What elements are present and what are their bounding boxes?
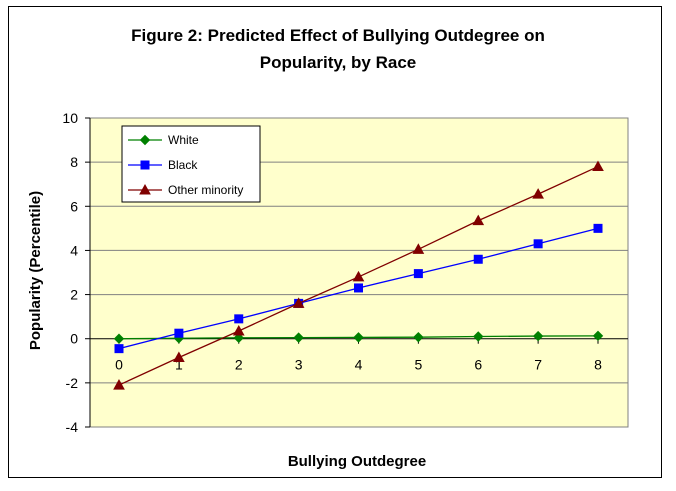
x-tick-label: 0	[115, 357, 123, 373]
tick-labels: -4 -2 0 2 4 6 8 10 0 1 2 3 4 5 6 7 8	[62, 110, 602, 435]
data-point	[353, 332, 364, 343]
data-point	[532, 330, 544, 342]
data-point	[234, 314, 244, 324]
y-tick-label: 10	[62, 110, 78, 126]
data-point	[174, 328, 184, 338]
y-tick-label: -4	[66, 419, 79, 435]
data-point	[472, 214, 485, 226]
y-axis-label: Popularity (Percentile)	[27, 191, 44, 350]
data-point	[412, 243, 425, 254]
legend-entry: Black	[168, 158, 198, 172]
y-tick-label: 6	[70, 198, 78, 214]
chart-title: Figure 2: Predicted Effect of Bullying O…	[0, 22, 676, 76]
legend-swatch-marker	[139, 183, 151, 195]
y-tick-label: -2	[66, 375, 79, 391]
data-point	[413, 269, 423, 279]
legend-swatch-marker	[139, 134, 151, 146]
chart-title-line-1: Figure 2: Predicted Effect of Bullying O…	[131, 26, 545, 45]
data-point	[592, 330, 604, 342]
x-tick-label: 8	[594, 357, 602, 373]
x-tick-label: 7	[534, 357, 542, 373]
legend-entry: Other minority	[168, 183, 243, 197]
y-tick-label: 8	[70, 154, 78, 170]
data-point	[532, 188, 544, 199]
x-tick-label: 4	[355, 357, 363, 373]
legend: White Black Other minority	[121, 125, 261, 203]
data-point	[592, 160, 604, 172]
data-point	[173, 351, 185, 362]
data-point	[113, 379, 125, 390]
data-point	[533, 239, 543, 249]
y-tick-label: 0	[70, 331, 78, 347]
data-point	[114, 344, 124, 354]
legend-entry: White	[168, 133, 199, 147]
x-tick-label: 5	[414, 357, 422, 373]
x-tick-label: 1	[175, 357, 183, 373]
y-tick-label: 4	[70, 242, 78, 258]
data-point	[352, 270, 365, 282]
x-axis-label: Bullying Outdegree	[288, 453, 426, 470]
data-point	[113, 333, 125, 344]
data-point	[473, 331, 484, 342]
data-point	[292, 297, 305, 308]
x-tick-label: 3	[295, 357, 303, 373]
series-group	[113, 160, 604, 390]
data-point	[293, 332, 304, 343]
data-point	[473, 254, 483, 264]
x-tick-label: 2	[235, 357, 243, 373]
data-point	[593, 223, 603, 233]
chart-title-line-2: Popularity, by Race	[259, 53, 417, 72]
data-point	[232, 324, 245, 336]
data-point	[233, 332, 244, 344]
legend-swatch-marker	[140, 160, 150, 170]
series-other-minority	[113, 160, 604, 390]
data-point	[413, 331, 424, 343]
y-tick-label: 2	[70, 287, 78, 303]
series-white	[113, 330, 604, 344]
x-tick-label: 6	[474, 357, 482, 373]
data-point	[354, 283, 363, 293]
